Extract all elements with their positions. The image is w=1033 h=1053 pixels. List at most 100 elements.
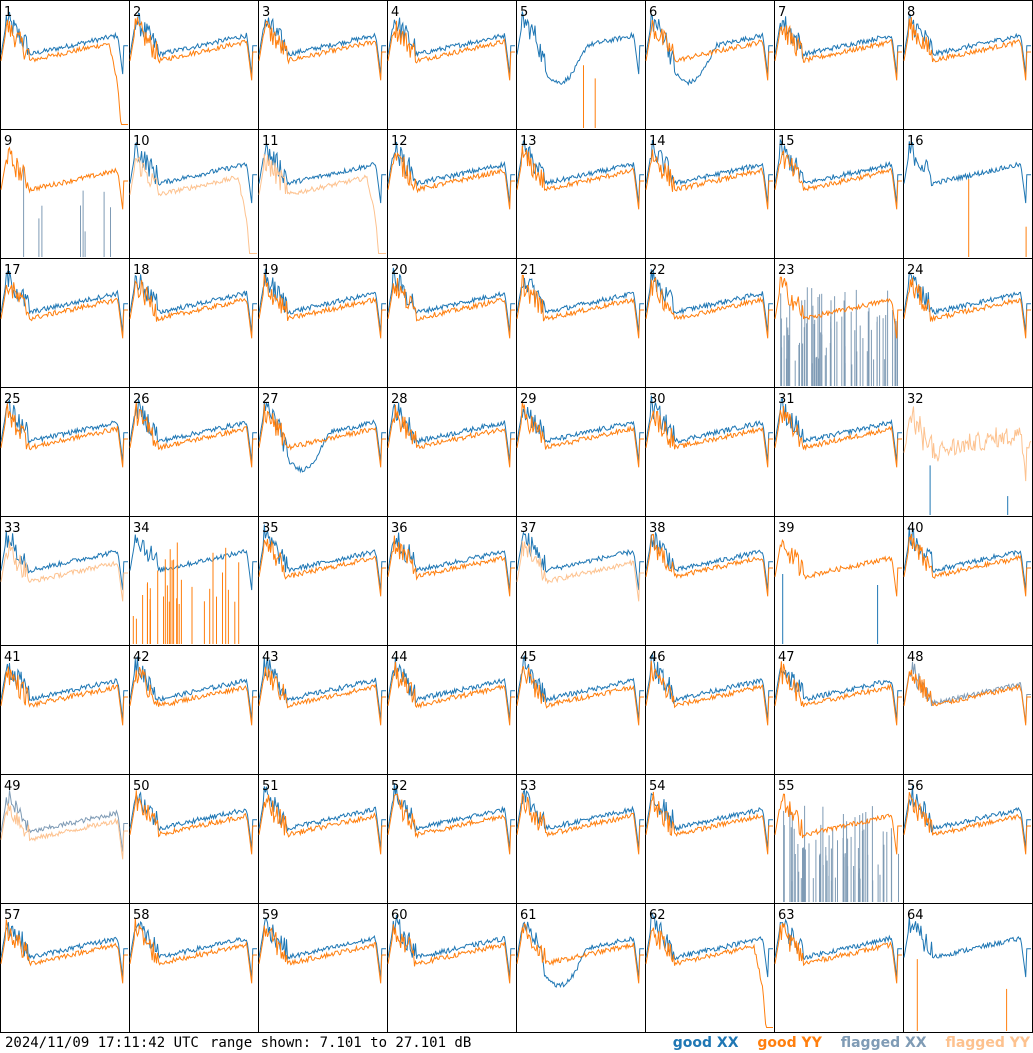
panel-7: 7	[774, 0, 904, 130]
panel-label-47: 47	[778, 650, 795, 665]
panel-label-12: 12	[391, 134, 408, 149]
series-yy-16	[968, 179, 1027, 257]
panel-frame-57	[0, 903, 130, 1033]
series-xx-28	[387, 402, 515, 462]
panel-label-51: 51	[262, 779, 279, 794]
series-xx-42	[129, 656, 257, 720]
series-yy-48	[903, 669, 1031, 726]
series-yy-30	[645, 410, 773, 468]
panel-label-57: 57	[4, 908, 21, 923]
series-xx-31	[774, 398, 902, 462]
series-yy-64	[916, 959, 1008, 1031]
series-xx-32	[929, 465, 1009, 515]
panel-37: 37	[516, 516, 646, 646]
panel-label-29: 29	[520, 392, 537, 407]
series-xx-56	[903, 785, 1031, 849]
series-yy-6	[645, 19, 773, 81]
series-xx-40	[903, 526, 1031, 591]
series-xx-52	[387, 783, 515, 849]
panel-label-56: 56	[907, 779, 924, 794]
series-yy-35	[258, 538, 386, 597]
panel-23: 23	[774, 258, 904, 388]
panel-54: 54	[645, 774, 775, 904]
panel-6: 6	[645, 0, 775, 130]
panel-60: 60	[387, 903, 517, 1033]
panel-33: 33	[0, 516, 130, 646]
panel-50: 50	[129, 774, 259, 904]
panel-34: 34	[129, 516, 259, 646]
panel-frame-12	[387, 129, 517, 259]
panel-frame-38	[645, 516, 775, 646]
panel-frame-53	[516, 774, 646, 904]
series-yy-61	[516, 922, 644, 984]
series-xx-22	[645, 269, 773, 333]
series-xx-7	[774, 16, 902, 75]
panel-24: 24	[903, 258, 1033, 388]
series-yy-56	[903, 792, 1031, 855]
panel-61: 61	[516, 903, 646, 1033]
panel-frame-45	[516, 645, 646, 775]
panel-frame-18	[129, 258, 259, 388]
series-yy-38	[645, 533, 773, 597]
panel-frame-47	[774, 645, 904, 775]
panel-29: 29	[516, 387, 646, 517]
panel-12: 12	[387, 129, 517, 259]
series-yy-63	[774, 922, 902, 984]
series-yy-62	[645, 927, 773, 1028]
panel-frame-29	[516, 387, 646, 517]
panel-frame-60	[387, 903, 517, 1033]
panel-10: 10	[129, 129, 259, 259]
panel-label-20: 20	[391, 263, 408, 278]
panel-frame-31	[774, 387, 904, 517]
panel-label-7: 7	[778, 5, 786, 20]
panel-label-2: 2	[133, 5, 141, 20]
panel-frame-32	[903, 387, 1033, 517]
series-yy-4	[387, 20, 515, 81]
panel-label-11: 11	[262, 134, 279, 149]
series-xx-23	[780, 287, 898, 386]
panel-label-50: 50	[133, 779, 150, 794]
series-xx-9	[23, 167, 111, 257]
series-yy-50	[129, 790, 257, 855]
panel-1: 1	[0, 0, 130, 130]
panel-20: 20	[387, 258, 517, 388]
series-yy-12	[387, 152, 515, 210]
panel-label-34: 34	[133, 521, 150, 536]
panel-label-10: 10	[133, 134, 150, 149]
panel-frame-3	[258, 0, 388, 130]
legend-flagged-yy: flagged YY	[945, 1035, 1030, 1051]
panel-label-16: 16	[907, 134, 924, 149]
panel-label-30: 30	[649, 392, 666, 407]
series-xx-29	[516, 407, 644, 462]
panel-label-55: 55	[778, 779, 795, 794]
panel-label-40: 40	[907, 521, 924, 536]
panel-label-19: 19	[262, 263, 279, 278]
panel-51: 51	[258, 774, 388, 904]
series-xx-49	[0, 790, 128, 852]
panel-label-1: 1	[4, 5, 12, 20]
series-yy-41	[0, 666, 128, 726]
timestamp: 2024/11/09 17:11:42 UTC	[5, 1035, 199, 1051]
series-xx-11	[258, 142, 386, 204]
panel-label-36: 36	[391, 521, 408, 536]
series-xx-16	[903, 141, 1031, 204]
series-xx-15	[774, 138, 902, 204]
panel-63: 63	[774, 903, 904, 1033]
series-yy-60	[387, 924, 515, 984]
panel-42: 42	[129, 645, 259, 775]
panel-frame-17	[0, 258, 130, 388]
series-xx-64	[903, 916, 1031, 978]
series-xx-39	[782, 574, 879, 644]
panel-55: 55	[774, 774, 904, 904]
panel-label-33: 33	[4, 521, 21, 536]
panel-frame-52	[387, 774, 517, 904]
series-yy-59	[258, 925, 386, 984]
panel-58: 58	[129, 903, 259, 1033]
panel-36: 36	[387, 516, 517, 646]
series-yy-25	[0, 403, 128, 468]
panel-22: 22	[645, 258, 775, 388]
panel-label-43: 43	[262, 650, 279, 665]
panel-18: 18	[129, 258, 259, 388]
series-xx-3	[258, 17, 386, 75]
series-yy-47	[774, 661, 902, 726]
